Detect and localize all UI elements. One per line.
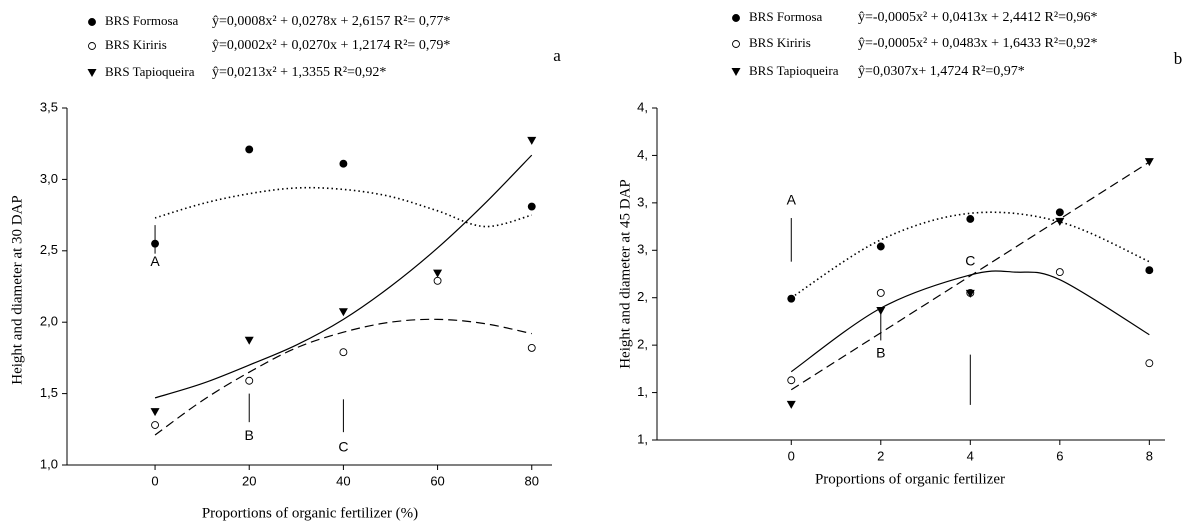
point bbox=[151, 239, 160, 248]
legend-equation: ŷ=-0,0005x² + 0,0483x + 1,6433 R²=0,92* bbox=[858, 36, 1097, 51]
y-tick-label: 3,5 bbox=[40, 99, 58, 114]
point bbox=[245, 376, 254, 385]
legend-label: BRS Formosa bbox=[105, 13, 179, 28]
y-tick-label: 2,5 bbox=[40, 242, 58, 257]
fit-curve bbox=[790, 270, 1150, 373]
point bbox=[1145, 359, 1154, 368]
point bbox=[1055, 217, 1065, 226]
point bbox=[433, 276, 442, 285]
point bbox=[433, 269, 443, 278]
point bbox=[527, 136, 537, 145]
point bbox=[527, 343, 536, 352]
y-tick-label: 1, bbox=[637, 431, 648, 446]
annotation: B bbox=[245, 427, 254, 443]
point bbox=[787, 376, 796, 385]
point bbox=[876, 289, 885, 297]
y-tick-label: 2, bbox=[637, 337, 648, 352]
y-tick-label: 1,0 bbox=[40, 456, 58, 471]
panel-label: a bbox=[553, 46, 561, 65]
x-tick-label: 40 bbox=[336, 473, 350, 488]
fit-curve bbox=[790, 211, 1150, 299]
x-tick-label: 80 bbox=[525, 473, 539, 488]
x-tick-label: 60 bbox=[430, 473, 444, 488]
point bbox=[1145, 266, 1154, 275]
legend-label: BRS Tapioqueira bbox=[105, 64, 195, 79]
point bbox=[965, 289, 975, 298]
point bbox=[151, 421, 160, 429]
y-tick-label: 1,5 bbox=[40, 385, 58, 400]
fit-curve bbox=[154, 186, 532, 228]
legend-marker bbox=[88, 42, 96, 50]
y-tick-label: 3, bbox=[637, 194, 648, 209]
point bbox=[1055, 268, 1064, 277]
point bbox=[339, 159, 348, 168]
legend-marker bbox=[732, 14, 740, 22]
annotation: C bbox=[338, 439, 348, 455]
y-tick-label: 2,0 bbox=[40, 314, 58, 329]
point bbox=[244, 336, 254, 345]
y-tick-label: 1, bbox=[637, 384, 648, 399]
x-tick-label: 8 bbox=[1146, 448, 1153, 463]
point bbox=[786, 400, 796, 409]
annotation: A bbox=[787, 192, 797, 208]
legend-marker bbox=[731, 68, 741, 76]
legend-label: BRS Tapioqueira bbox=[749, 63, 839, 78]
point bbox=[1055, 208, 1064, 217]
point bbox=[876, 306, 886, 315]
point bbox=[787, 294, 796, 303]
point bbox=[876, 242, 885, 251]
legend-marker bbox=[732, 40, 740, 48]
fit-curve bbox=[790, 161, 1150, 391]
y-tick-label: 4, bbox=[637, 147, 648, 162]
legend-equation: ŷ=-0,0005x² + 0,0413x + 2,4412 R²=0,96* bbox=[858, 10, 1097, 25]
x-tick-label: 2 bbox=[877, 448, 884, 463]
point bbox=[339, 348, 348, 357]
y-axis-title: Height and diameter at 30 DAP bbox=[9, 195, 25, 385]
y-tick-label: 3, bbox=[637, 242, 648, 257]
annotation: A bbox=[150, 253, 160, 269]
point bbox=[966, 215, 975, 223]
legend-marker bbox=[87, 69, 97, 77]
legend-equation: ŷ=0,0002x² + 0,0270x + 1,2174 R²= 0,79* bbox=[212, 38, 450, 53]
point bbox=[245, 145, 254, 154]
fit-curve bbox=[154, 318, 532, 436]
legend-label: BRS Formosa bbox=[749, 9, 823, 24]
point bbox=[338, 308, 348, 317]
x-tick-label: 20 bbox=[242, 473, 256, 488]
point bbox=[527, 202, 536, 211]
x-tick-label: 0 bbox=[788, 448, 795, 463]
y-axis-title: Height and diameter at 45 DAP bbox=[617, 179, 633, 369]
y-tick-label: 4, bbox=[637, 99, 648, 114]
point bbox=[150, 408, 160, 417]
annotation: B bbox=[876, 344, 885, 360]
fit-curve bbox=[154, 154, 533, 399]
annotation: C bbox=[965, 252, 975, 268]
x-axis-title: Proportions of organic fertilizer (%) bbox=[202, 505, 418, 521]
legend-equation: ŷ=0,0213x² + 1,3355 R²=0,92* bbox=[212, 65, 386, 80]
x-tick-label: 4 bbox=[967, 448, 974, 463]
legend-label: BRS Kiriris bbox=[105, 37, 167, 52]
x-axis-title: Proportions of organic fertilizer bbox=[815, 471, 1005, 487]
legend-equation: ŷ=0,0307x+ 1,4724 R²=0,97* bbox=[858, 64, 1025, 79]
panel-label: b bbox=[1174, 49, 1183, 68]
legend-marker bbox=[88, 18, 96, 26]
x-tick-label: 6 bbox=[1056, 448, 1063, 463]
point bbox=[1144, 158, 1154, 167]
x-tick-label: 0 bbox=[151, 473, 158, 488]
y-tick-label: 3,0 bbox=[40, 171, 58, 186]
y-tick-label: 2, bbox=[637, 289, 648, 304]
legend-equation: ŷ=0,0008x² + 0,0278x + 2,6157 R²= 0,77* bbox=[212, 14, 450, 29]
legend-label: BRS Kiriris bbox=[749, 35, 811, 50]
